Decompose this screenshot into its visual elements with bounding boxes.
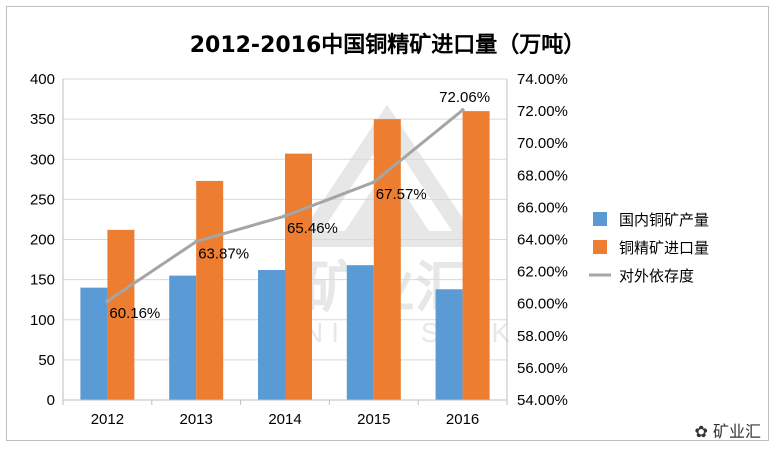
bar	[107, 229, 135, 400]
legend-swatch	[593, 212, 607, 226]
x-tick-label: 2014	[268, 411, 301, 428]
line-series: 60.16% 63.87% 65.46% 67.57% 72.06%	[105, 89, 490, 322]
y-tick-label: 350	[30, 111, 55, 128]
y-tick-label: 200	[30, 232, 55, 249]
wechat-icon: ✿	[694, 422, 713, 441]
wechat-watermark: ✿ 矿业汇	[694, 418, 761, 442]
y2-tick-label: 60.00%	[517, 296, 568, 313]
bar	[435, 289, 463, 400]
y2-tick-label: 54.00%	[517, 392, 568, 409]
y2-tick-label: 70.00%	[517, 135, 568, 152]
line-point	[105, 299, 110, 304]
line-point	[283, 214, 287, 219]
y-tick-label: 50	[38, 352, 55, 369]
data-label: 65.46%	[287, 220, 338, 237]
x-tick-label: 2015	[357, 411, 390, 428]
watermark-label: 矿业汇	[712, 422, 761, 441]
data-label: 63.87%	[198, 246, 249, 263]
bar	[196, 180, 224, 400]
x-tick-label: 2013	[180, 411, 213, 428]
bar	[462, 111, 490, 400]
y2-tick-label: 68.00%	[517, 167, 568, 184]
bar	[169, 275, 197, 400]
axes: 0 50 100 150 200 250 300 350 400 54.00% 56.00% 58.0…	[30, 71, 568, 428]
x-tick-label: 2016	[446, 411, 479, 428]
line-point	[371, 180, 376, 185]
chart-canvas: 矿业汇 MINING SINK 60.16%63.87%65.46%67.57%…	[30, 71, 709, 428]
y-tick-label: 400	[30, 71, 55, 88]
legend-label: 国内铜矿产量	[619, 211, 709, 229]
y2-tick-label: 66.00%	[517, 199, 568, 216]
chart-title: 2012-2016中国铜精矿进口量（万吨）	[189, 33, 586, 58]
y-tick-label: 300	[30, 151, 55, 168]
data-label: 60.16%	[109, 305, 160, 322]
line-point	[194, 239, 199, 244]
bar-series	[80, 111, 490, 400]
y-tick-label: 150	[30, 272, 55, 289]
x-tick-label: 2012	[91, 411, 124, 428]
y2-tick-label: 56.00%	[517, 360, 568, 377]
y2-tick-label: 72.00%	[517, 103, 568, 120]
data-label: 72.06%	[439, 89, 490, 106]
y-tick-label: 0	[47, 392, 55, 409]
line-point	[460, 108, 465, 113]
bar	[346, 265, 374, 400]
legend-label: 铜精矿进口量	[619, 239, 709, 257]
y-tick-label: 250	[30, 191, 55, 208]
data-label: 67.57%	[376, 186, 427, 203]
y2-tick-label: 62.00%	[517, 264, 568, 281]
y2-tick-label: 58.00%	[517, 328, 568, 345]
legend-swatch	[593, 240, 607, 254]
chart-frame: 2012-2016中国铜精矿进口量（万吨） 矿业汇 MINING SINK 60…	[6, 6, 769, 441]
bar	[373, 119, 401, 400]
bar	[258, 269, 285, 400]
bar	[285, 153, 312, 400]
legend-label: 对外依存度	[619, 267, 694, 285]
bar	[80, 287, 108, 400]
y2-tick-label: 74.00%	[517, 71, 568, 88]
y-tick-label: 100	[30, 312, 55, 329]
y2-tick-label: 64.00%	[517, 232, 568, 249]
